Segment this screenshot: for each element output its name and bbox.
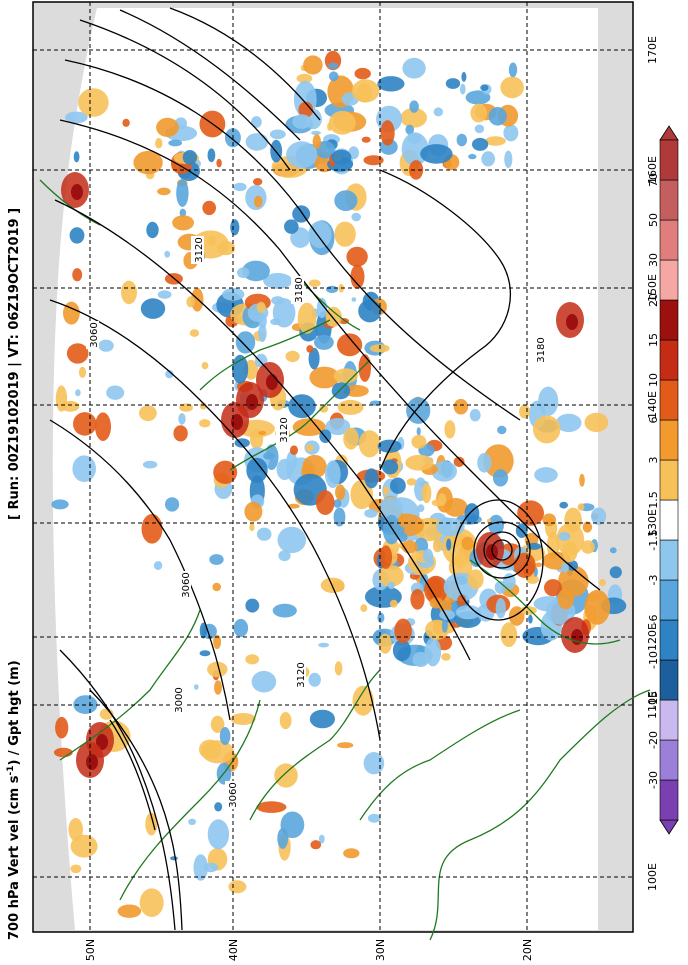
- height-contours: [49, 7, 601, 931]
- colorbar-label: 70: [647, 173, 660, 187]
- colorbar-swatch: [659, 419, 679, 461]
- colorbar-swatch: [659, 699, 679, 741]
- colorbar-label: -1.5: [647, 529, 660, 550]
- colorbar-label: -30: [647, 771, 660, 789]
- colorbar-swatch: [659, 539, 679, 581]
- colorbar-label: 3: [647, 457, 660, 464]
- coastlines: [39, 179, 651, 941]
- colorbar-label: 15: [647, 333, 660, 347]
- colorbar-swatch: [659, 179, 679, 221]
- colorbar-swatch: [659, 579, 679, 621]
- title-main: 700 hPa Vert vel (cm s-1) / Gpt hgt (m): [6, 660, 22, 940]
- contour-label: 3000: [174, 687, 185, 712]
- lon-tick-label: 160E: [646, 156, 659, 184]
- colorbar-label: 50: [647, 213, 660, 227]
- lon-tick-label: 130E: [646, 509, 659, 537]
- contour-label: 3180: [294, 277, 305, 302]
- lat-tick-label: 50N: [84, 939, 97, 961]
- lat-tick-label: 20N: [521, 939, 534, 961]
- lon-tick-label: 100E: [646, 863, 659, 891]
- colorbar-swatch: [659, 219, 679, 261]
- run-label: [ Run: 00Z19102019 | VT: 06Z19OCT2019 ]: [7, 208, 22, 520]
- colorbar-label: 1.5: [647, 491, 660, 509]
- contour-label: 3060: [89, 322, 100, 347]
- colorbar-label: -20: [647, 731, 660, 749]
- contour-label: 3060: [181, 572, 192, 597]
- colorbar-label: -6: [647, 615, 660, 626]
- contour-label: 3120: [194, 237, 205, 262]
- longitude-tick-labels: 100E 110E 120E 130E 140E 150E 160E 170E: [646, 36, 659, 891]
- colorbar-label: -15: [647, 691, 660, 709]
- colorbar-label: -3: [647, 575, 660, 586]
- colorbar-swatch: [659, 259, 679, 301]
- latitude-tick-labels: 50N 40N 30N 20N: [84, 939, 534, 961]
- map-title: 700 hPa Vert vel (cm s-1) / Gpt hgt (m) …: [6, 208, 22, 940]
- lat-tick-label: 30N: [374, 939, 387, 961]
- contour-label: 3120: [279, 417, 290, 442]
- colorbar-swatch: [659, 379, 679, 421]
- lon-tick-label: 110E: [646, 691, 659, 719]
- contour-label: 3120: [296, 662, 307, 687]
- lon-tick-label: 140E: [646, 391, 659, 419]
- contour-labels: 3000 3060 3060 3060 3120 3120 3120 3180 3180: [86, 236, 547, 809]
- lon-tick-label: 150E: [646, 274, 659, 302]
- vertical-velocity-shading: [51, 50, 627, 918]
- colorbar-swatch: [659, 779, 679, 821]
- contour-label: 3180: [536, 337, 547, 362]
- lon-tick-label: 170E: [646, 36, 659, 64]
- lat-lon-grid: [33, 2, 633, 932]
- colorbar-swatch: [659, 659, 679, 701]
- lat-tick-label: 40N: [227, 939, 240, 961]
- colorbar-swatch: [659, 139, 679, 181]
- contour-label: 3060: [228, 782, 239, 807]
- colorbar-swatch: [659, 299, 679, 341]
- colorbar-swatch: [659, 619, 679, 661]
- colorbar-swatch: [659, 739, 679, 781]
- colorbar-label: -10: [647, 651, 660, 669]
- colorbar-label: 10: [647, 373, 660, 387]
- colorbar-swatch: [659, 499, 679, 541]
- colorbar: -30 -20 -15 -10 -6 -3 -1.5 1.5 3 6 10 15 20 30 50 70: [647, 125, 679, 835]
- colorbar-swatch: [659, 339, 679, 381]
- colorbar-label: 6: [647, 417, 660, 424]
- colorbar-swatch: [659, 459, 679, 501]
- lon-tick-label: 120E: [646, 623, 659, 651]
- colorbar-label: 20: [647, 293, 660, 307]
- colorbar-label: 30: [647, 253, 660, 267]
